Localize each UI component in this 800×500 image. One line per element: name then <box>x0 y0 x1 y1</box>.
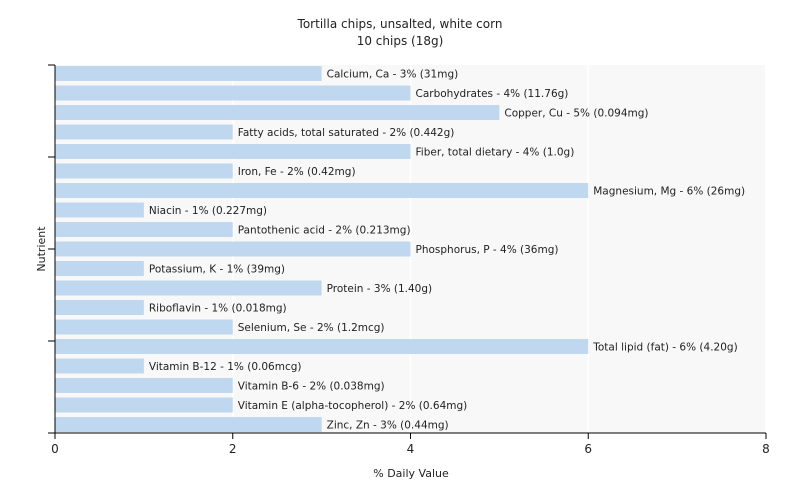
x-tick-label: 2 <box>229 442 237 456</box>
bar-label: Vitamin B-12 - 1% (0.06mcg) <box>149 361 302 373</box>
bar-labels: Calcium, Ca - 3% (31mg) Carbohydrates - 4… <box>149 69 745 432</box>
bar <box>55 241 411 257</box>
bar-label: Vitamin B-6 - 2% (0.038mg) <box>238 381 385 393</box>
bar-label: Protein - 3% (1.40g) <box>327 283 433 295</box>
x-axis-ticks: 0 2 4 6 8 <box>51 433 770 456</box>
bar <box>55 280 322 296</box>
bar <box>55 144 411 159</box>
x-axis-label: % Daily Value <box>373 467 449 480</box>
x-tick-label: 8 <box>762 442 770 456</box>
bar <box>55 222 233 237</box>
bar-label: Iron, Fe - 2% (0.42mg) <box>238 166 356 178</box>
x-tick-label: 6 <box>584 442 592 456</box>
bars <box>55 66 589 432</box>
bar-label: Total lipid (fat) - 6% (4.20g) <box>592 342 737 354</box>
bar <box>55 378 233 393</box>
bar <box>55 183 589 198</box>
x-tick-label: 4 <box>407 442 415 456</box>
bar <box>55 66 322 81</box>
bar-label: Carbohydrates - 4% (11.76g) <box>416 88 569 100</box>
bar <box>55 202 144 218</box>
bar <box>55 163 233 179</box>
bar <box>55 397 233 413</box>
bar <box>55 339 589 354</box>
bar <box>55 105 500 120</box>
bar-label: Zinc, Zn - 3% (0.44mg) <box>327 420 449 432</box>
bar-label: Calcium, Ca - 3% (31mg) <box>327 69 459 81</box>
x-tick-label: 0 <box>51 442 59 456</box>
bar-label: Magnesium, Mg - 6% (26mg) <box>593 186 745 198</box>
y-axis-label: Nutrient <box>35 226 48 272</box>
bar-label: Fatty acids, total saturated - 2% (0.442… <box>238 127 455 139</box>
bar-label: Fiber, total dietary - 4% (1.0g) <box>416 147 575 159</box>
bar-label: Selenium, Se - 2% (1.2mcg) <box>238 322 385 334</box>
bar-label: Copper, Cu - 5% (0.094mg) <box>504 108 648 120</box>
bar-label: Pantothenic acid - 2% (0.213mg) <box>238 225 411 237</box>
bar <box>55 358 144 374</box>
bar <box>55 417 322 432</box>
bar-label: Potassium, K - 1% (39mg) <box>149 264 285 276</box>
bar-label: Phosphorus, P - 4% (36mg) <box>416 244 559 256</box>
chart-title: Tortilla chips, unsalted, white corn <box>297 17 503 31</box>
bar-label: Riboflavin - 1% (0.018mg) <box>149 303 287 315</box>
bar <box>55 300 144 315</box>
bar <box>55 85 411 101</box>
bar <box>55 319 233 335</box>
chart-subtitle: 10 chips (18g) <box>357 34 444 48</box>
bar <box>55 124 233 140</box>
bar-label: Niacin - 1% (0.227mg) <box>149 205 267 217</box>
bar-label: Vitamin E (alpha-tocopherol) - 2% (0.64m… <box>238 400 468 412</box>
bar <box>55 261 144 276</box>
